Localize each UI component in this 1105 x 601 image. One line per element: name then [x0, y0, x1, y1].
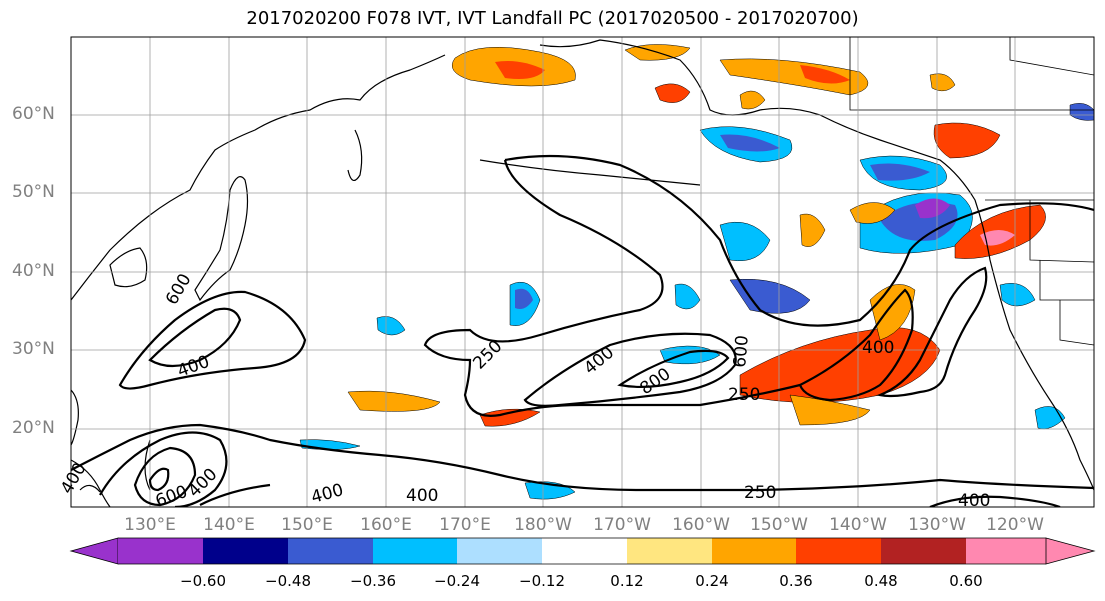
colorbar-swatch: [457, 538, 542, 564]
lon-label: 120°W: [986, 515, 1044, 535]
lon-label: 130°W: [908, 515, 966, 535]
colorbar-swatch: [627, 538, 712, 564]
contour-label: 400: [406, 486, 438, 506]
lon-label: 150°E: [281, 515, 333, 535]
colorbar: [69, 537, 1096, 565]
colorbar-swatch: [966, 538, 1046, 564]
map-title: 2017020200 F078 IVT, IVT Landfall PC (20…: [246, 8, 859, 29]
colorbar-swatch: [712, 538, 796, 564]
colorbar-swatch: [542, 538, 627, 564]
colorbar-tick-label: −0.24: [434, 572, 480, 590]
lon-label: 140°E: [203, 515, 255, 535]
ivt-contours: [71, 154, 1094, 507]
coastlines: [71, 39, 1094, 507]
colorbar-tick-label: 0.60: [949, 572, 983, 590]
contour-label: 600: [730, 334, 753, 368]
colorbar-extend-min: [69, 537, 119, 565]
colorbar-swatch: [796, 538, 881, 564]
lon-label: 150°W: [750, 515, 808, 535]
colorbar-swatch: [288, 538, 373, 564]
lat-label: 40°N: [12, 261, 55, 281]
colorbar-tick-label: 0.24: [695, 572, 729, 590]
lat-label: 30°N: [12, 339, 55, 359]
colorbar-tick-label: 0.36: [779, 572, 813, 590]
lon-label: 160°W: [672, 515, 730, 535]
colorbar-tick-label: −0.60: [180, 572, 226, 590]
colorbar-tick-label: −0.48: [265, 572, 311, 590]
colorbar-tick-label: 0.12: [610, 572, 644, 590]
borders: [849, 37, 1094, 346]
lat-label: 20°N: [12, 418, 55, 438]
lat-label: 60°N: [12, 104, 55, 124]
map-frame: [70, 36, 1095, 508]
colorbar-swatch: [373, 538, 457, 564]
lat-label: 50°N: [12, 182, 55, 202]
colorbar-tick-label: −0.12: [519, 572, 565, 590]
lon-label: 140°W: [829, 515, 887, 535]
lon-label: 130°E: [124, 515, 176, 535]
colorbar-swatch: [118, 538, 203, 564]
lon-label: 180°W: [514, 515, 572, 535]
contour-label: 400: [862, 338, 894, 358]
colorbar-extend-max: [1045, 537, 1096, 565]
lon-label: 170°E: [439, 515, 491, 535]
lon-label: 160°E: [360, 515, 412, 535]
pc-anomaly-fill: [299, 44, 1094, 500]
colorbar-swatch: [203, 538, 288, 564]
graticule: [71, 37, 1094, 507]
contour-label: 250: [744, 483, 776, 503]
lon-label: 170°W: [593, 515, 651, 535]
contour-label: 250: [728, 385, 760, 405]
contour-label: 400: [958, 491, 990, 511]
colorbar-swatch: [881, 538, 966, 564]
colorbar-tick-label: −0.36: [350, 572, 396, 590]
colorbar-tick-label: 0.48: [864, 572, 898, 590]
